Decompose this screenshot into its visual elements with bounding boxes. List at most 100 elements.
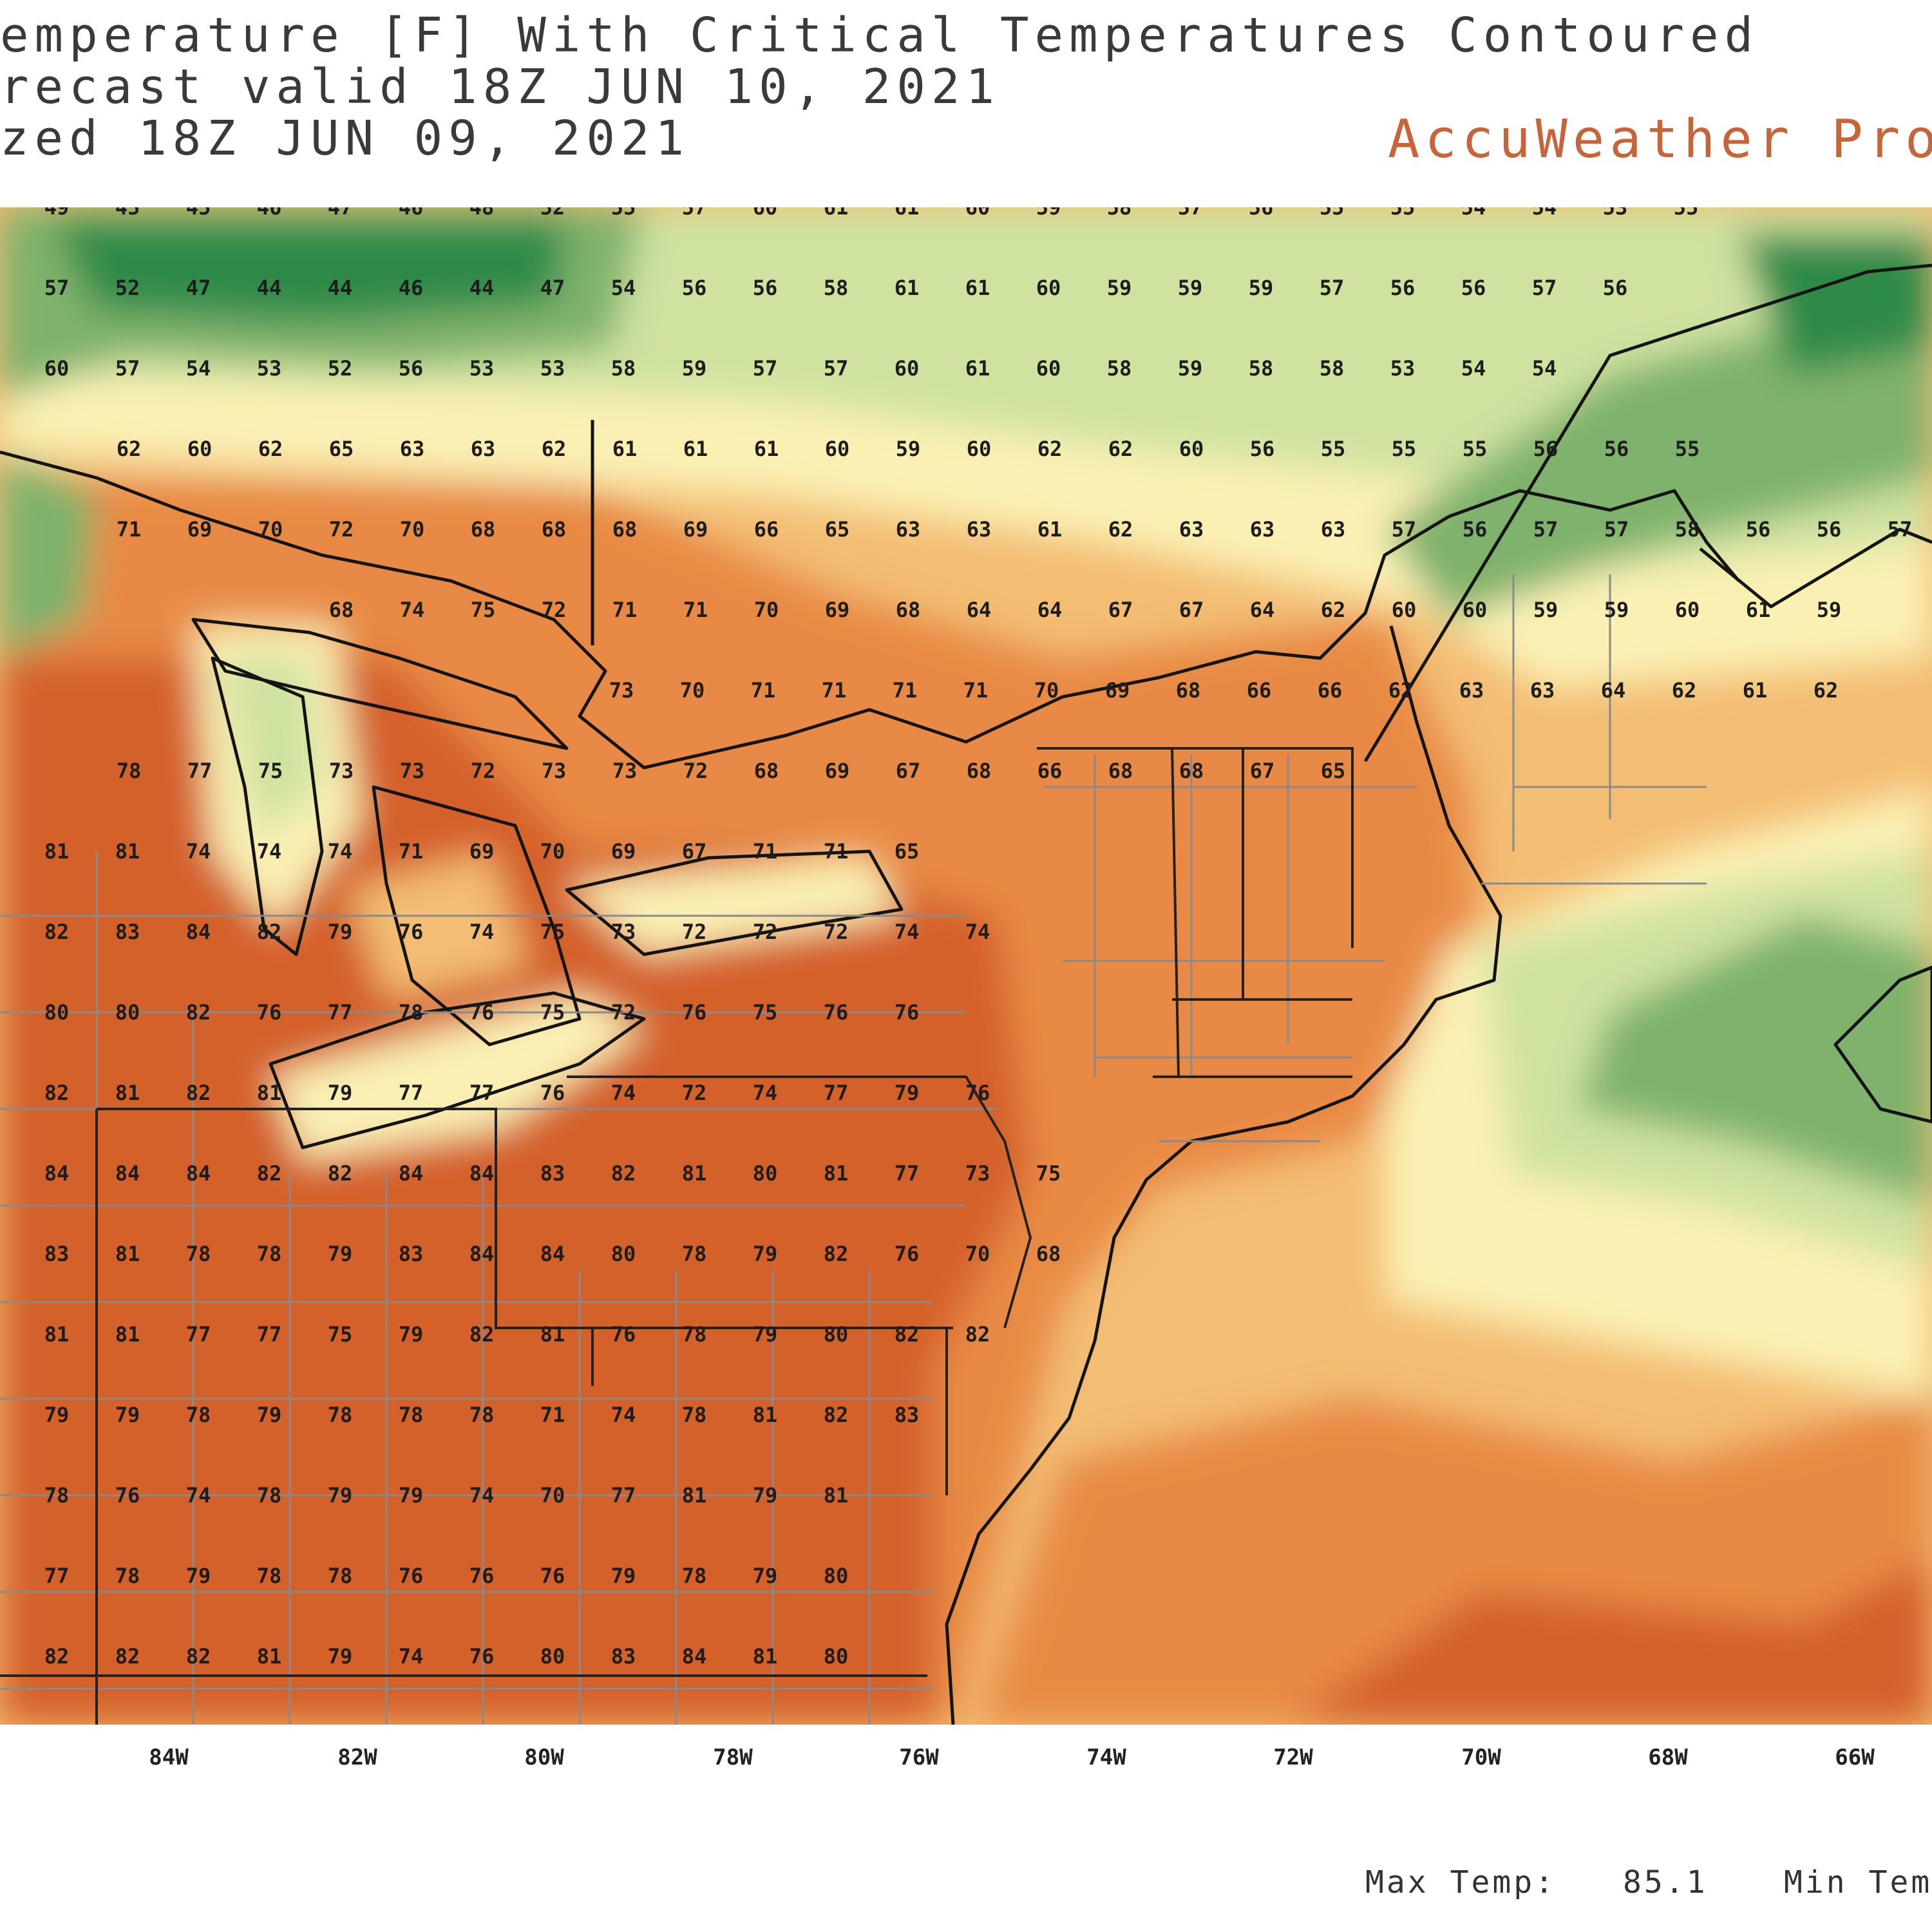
max-temp-label: Max Temp:: [1365, 1864, 1557, 1900]
temperature-value: 78: [682, 1564, 707, 1588]
temperature-value: 68: [754, 759, 779, 783]
map-title-line-1: emperature [F] With Critical Temperature…: [0, 8, 1759, 63]
temperature-value: 58: [611, 356, 636, 381]
temperature-value: 58: [824, 276, 849, 300]
temperature-value: 76: [540, 1081, 565, 1105]
temperature-value: 79: [753, 1322, 778, 1347]
temperature-value: 60: [1463, 598, 1488, 622]
temperature-value: 82: [186, 1000, 211, 1025]
temperature-value: 70: [400, 517, 425, 542]
temperature-value: 74: [611, 1081, 636, 1105]
temperature-value: 74: [965, 920, 990, 944]
temperature-value: 56: [1533, 437, 1558, 461]
temperature-value: 55: [1390, 207, 1416, 220]
temperature-value: 84: [540, 1242, 565, 1266]
temperature-value: 69: [469, 839, 495, 864]
temperature-map: 49 45 45 46 47 46 48 52 55 57 60 61 61 60 59 58 57 56 55 55…: [0, 207, 1932, 1725]
temperature-value: 76: [469, 1644, 495, 1669]
temperature-value: 79: [753, 1483, 778, 1508]
temperature-value: 82: [44, 1644, 70, 1669]
temperature-value: 77: [469, 1081, 495, 1105]
temperature-value: 71: [824, 839, 849, 864]
temperature-value: 76: [895, 1000, 920, 1025]
temperature-value: 58: [1675, 517, 1700, 542]
temperature-value: 78: [682, 1403, 707, 1427]
temperature-value: 78: [682, 1322, 707, 1347]
temperature-value: 62: [542, 437, 567, 461]
temperature-value: 68: [329, 598, 354, 622]
temperature-value: 76: [965, 1081, 990, 1105]
temperature-value: 61: [683, 437, 708, 461]
temperature-value: 78: [44, 1483, 70, 1508]
temperature-value: 71: [822, 678, 847, 703]
longitude-axis: 84W 82W 80W 78W 76W 74W 72W 70W 68W 66W: [149, 1745, 1875, 1770]
temperature-value: 73: [400, 759, 425, 783]
temperature-value: 55: [1392, 437, 1417, 461]
temperature-value: 60: [187, 437, 213, 461]
temperature-value: 83: [540, 1161, 565, 1186]
temperature-value: 62: [1037, 437, 1063, 461]
temperature-value: 60: [1179, 437, 1204, 461]
temperature-value: 59: [1533, 598, 1558, 622]
temperature-value: 74: [611, 1403, 636, 1427]
temperature-value: 73: [611, 920, 636, 944]
temperature-value: 68: [542, 517, 567, 542]
temperature-value: 73: [329, 759, 354, 783]
temperature-value: 54: [1532, 207, 1557, 220]
temperature-value: 75: [258, 759, 283, 783]
temperature-value: 54: [1532, 356, 1557, 381]
temperature-value: 76: [257, 1000, 282, 1025]
temperature-value: 76: [115, 1483, 140, 1508]
temperature-value: 60: [825, 437, 850, 461]
temperature-value: 82: [44, 920, 70, 944]
temperature-value: 69: [825, 598, 850, 622]
temperature-value: 53: [540, 356, 565, 381]
temperature-value: 81: [540, 1322, 565, 1347]
temperature-value: 74: [400, 598, 425, 622]
longitude-label: 78W: [713, 1745, 753, 1770]
temperature-value: 55: [1674, 207, 1699, 220]
temperature-value: 69: [825, 759, 850, 783]
temperature-value: 56: [1817, 517, 1842, 542]
temperature-value: 77: [187, 759, 213, 783]
temperature-value: 61: [895, 207, 920, 220]
temperature-value: 57: [1604, 517, 1629, 542]
temperature-value: 57: [44, 276, 70, 300]
temperature-value: 46: [399, 207, 424, 220]
temperature-value: 82: [611, 1161, 636, 1186]
temperature-value: 83: [44, 1242, 70, 1266]
temperature-value: 82: [186, 1081, 211, 1105]
temperature-value: 57: [753, 356, 778, 381]
temperature-value: 45: [115, 207, 140, 220]
state-borders: [0, 747, 1354, 1725]
temperature-value: 80: [824, 1322, 849, 1347]
temperature-value: 82: [44, 1081, 70, 1105]
temperature-value: 73: [612, 759, 638, 783]
temperature-value: 58: [1249, 356, 1274, 381]
temperature-value: 55: [1321, 437, 1346, 461]
temperature-value: 74: [895, 920, 920, 944]
temperature-value: 80: [540, 1644, 565, 1669]
temperature-value: 65: [1321, 759, 1346, 783]
temperature-value: 74: [328, 839, 353, 864]
temperature-value: 79: [753, 1564, 778, 1588]
temperature-value: 66: [1318, 678, 1343, 703]
temperature-value: 60: [895, 356, 920, 381]
temperature-value: 64: [967, 598, 992, 622]
temperature-value: 84: [186, 920, 211, 944]
temperature-value: 63: [1321, 517, 1346, 542]
temperature-value: 70: [540, 1483, 565, 1508]
temperature-value: 74: [186, 1483, 211, 1508]
temperature-value: 72: [682, 920, 707, 944]
temperature-value: 79: [753, 1242, 778, 1266]
longitude-label: 82W: [337, 1745, 377, 1770]
temperature-value: 78: [682, 1242, 707, 1266]
temperature-value: 57: [1392, 517, 1417, 542]
temperature-value: 72: [329, 517, 354, 542]
temperature-value: 70: [258, 517, 283, 542]
temperature-value: 75: [328, 1322, 353, 1347]
temperature-value: 78: [115, 1564, 140, 1588]
temperature-value: 74: [257, 839, 282, 864]
temperature-value: 47: [186, 276, 211, 300]
temperature-value: 56: [1603, 276, 1628, 300]
